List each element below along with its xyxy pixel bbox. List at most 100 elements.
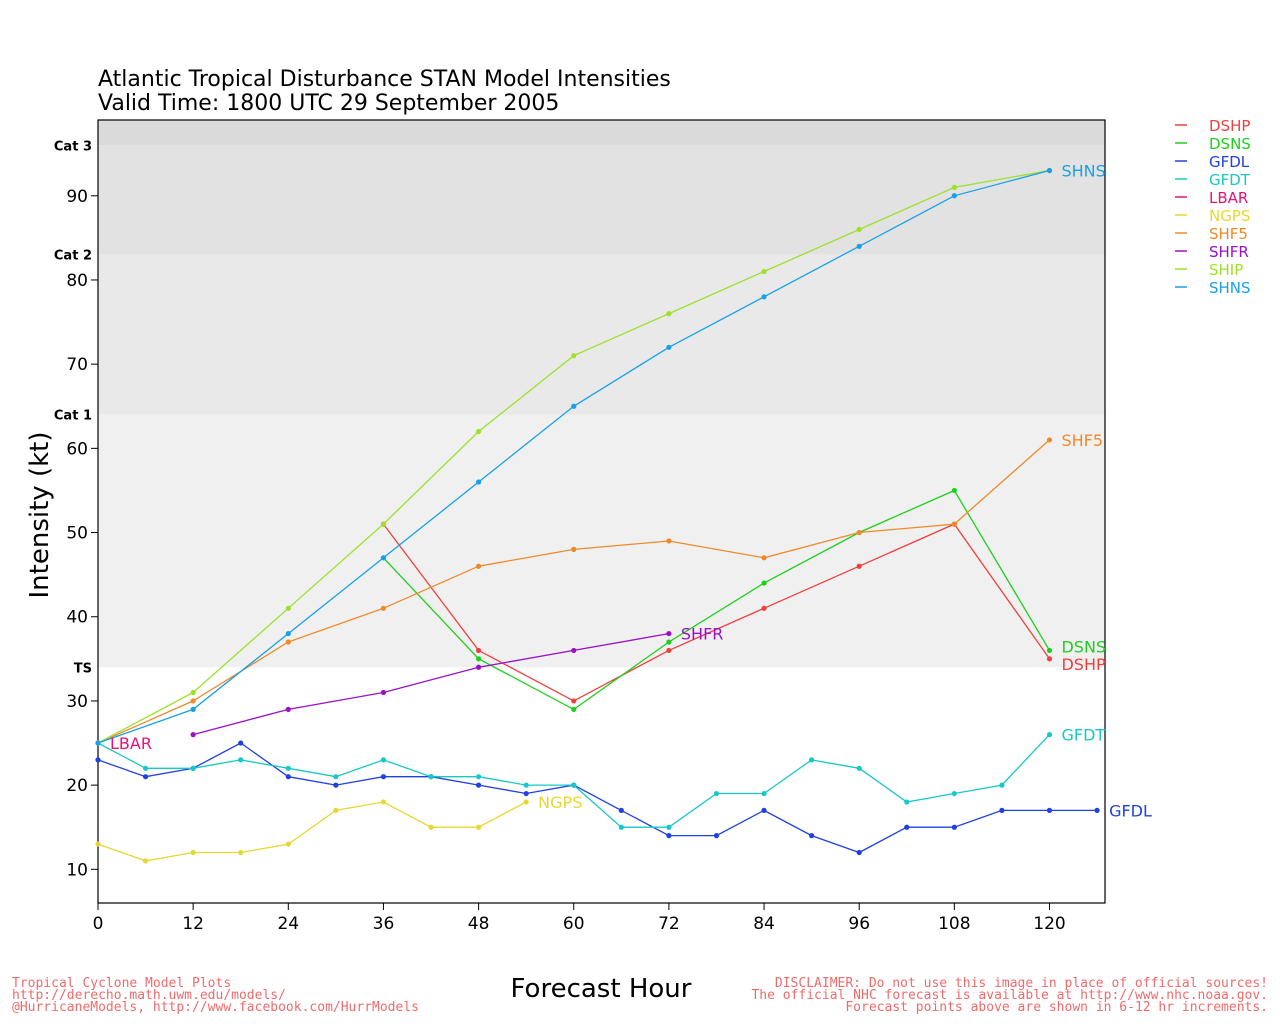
series-line <box>192 632 670 736</box>
data-point <box>1094 807 1100 813</box>
data-point <box>380 521 387 527</box>
data-point <box>380 774 387 780</box>
data-point <box>142 774 149 780</box>
data-point <box>95 740 101 746</box>
data-point <box>475 824 482 830</box>
data-point <box>761 555 767 561</box>
legend-label: SHF5 <box>1209 225 1248 243</box>
data-point <box>475 563 482 569</box>
data-point <box>951 193 957 199</box>
legend-label: SHIP <box>1209 261 1243 279</box>
data-point <box>856 529 862 536</box>
series-gfdt <box>95 732 1053 830</box>
data-point <box>238 740 244 746</box>
data-point <box>475 774 482 780</box>
legend-item: LBAR <box>1175 189 1248 207</box>
data-point <box>761 268 767 275</box>
data-point <box>380 605 387 611</box>
data-point <box>190 689 196 696</box>
series-line <box>382 523 1051 702</box>
x-tick-label: 96 <box>848 914 870 934</box>
data-point <box>238 757 244 763</box>
data-point <box>475 782 482 788</box>
data-point <box>571 698 577 704</box>
footer-right: DISCLAIMER: Do not use this image in pla… <box>751 976 1268 1015</box>
data-point <box>142 765 149 771</box>
data-point <box>285 706 291 712</box>
series-gfdl <box>95 740 1100 856</box>
category-band <box>98 414 1105 668</box>
data-point <box>1046 732 1053 738</box>
data-point <box>428 824 434 830</box>
data-point <box>333 774 339 780</box>
data-point <box>809 757 815 763</box>
data-point <box>904 799 910 805</box>
x-tick-label: 12 <box>182 914 204 934</box>
legend-label: SHFR <box>1209 243 1249 261</box>
data-point <box>666 630 672 637</box>
data-point <box>999 782 1005 788</box>
data-point <box>285 841 291 847</box>
series-line <box>97 742 1098 854</box>
data-point <box>904 824 910 830</box>
data-point <box>951 790 957 797</box>
series-line <box>97 801 527 862</box>
footer-left-line-2: http://derecho.math.uwm.edu/models/ <box>12 988 286 1003</box>
legend-item: DSHP <box>1175 117 1250 135</box>
data-point <box>428 774 434 780</box>
data-point <box>571 706 577 712</box>
data-point <box>666 639 672 645</box>
data-point <box>713 790 720 797</box>
legend-label: DSHP <box>1209 117 1250 135</box>
data-point <box>571 353 577 359</box>
data-point <box>761 790 767 797</box>
category-band <box>98 145 1105 255</box>
category-bands: TS Cat 1 Cat 2 Cat 3 <box>54 120 1105 676</box>
data-point <box>285 774 291 780</box>
axes: 0 12 24 36 48 60 72 84 96 108 120 10 20 30 40 50 60 70 80 9… <box>66 119 1106 934</box>
y-tick-label: 90 <box>66 187 88 207</box>
data-point <box>666 647 672 654</box>
data-point <box>999 807 1005 813</box>
legend-item: DSNS <box>1175 135 1251 153</box>
x-tick-label: 72 <box>658 914 680 934</box>
data-point <box>761 580 767 586</box>
legend-item: SHNS <box>1175 279 1251 297</box>
data-point <box>190 706 196 712</box>
data-point <box>761 807 767 813</box>
legend-item: SHFR <box>1175 243 1249 261</box>
data-point <box>571 782 577 788</box>
data-point <box>761 605 767 611</box>
chart-title: Atlantic Tropical Disturbance STAN Model… <box>98 67 671 92</box>
data-point <box>856 563 862 569</box>
legend-item: GFDL <box>1175 153 1250 171</box>
footer-right-line-2: The official NHC forecast is available a… <box>751 988 1268 1003</box>
x-tick-label: 120 <box>1033 914 1065 934</box>
data-point <box>618 824 624 830</box>
x-tick-label: 0 <box>93 914 104 934</box>
data-point <box>1046 807 1053 813</box>
data-point <box>285 605 291 611</box>
y-tick-label: 40 <box>66 608 88 628</box>
data-point <box>142 858 149 864</box>
data-point <box>856 226 862 233</box>
footer-left: Tropical Cyclone Model Plots http://dere… <box>12 976 419 1015</box>
legend-item: GFDT <box>1175 171 1251 189</box>
data-point <box>1046 437 1053 443</box>
data-point <box>571 647 577 654</box>
category-band <box>98 254 1105 415</box>
series-lines <box>95 167 1100 864</box>
data-point <box>666 344 672 350</box>
data-point <box>475 647 482 654</box>
data-point <box>856 849 862 856</box>
data-point <box>571 546 577 552</box>
data-point <box>95 841 101 847</box>
category-label: Cat 1 <box>54 409 92 424</box>
data-point <box>285 630 291 637</box>
data-point <box>190 849 196 856</box>
series-end-label: DSHP <box>1061 655 1106 674</box>
data-point <box>951 184 957 190</box>
x-tick-label: 84 <box>753 914 775 934</box>
footer-left-line-3: @HurricaneModels, http://www.facebook.co… <box>12 1000 419 1015</box>
